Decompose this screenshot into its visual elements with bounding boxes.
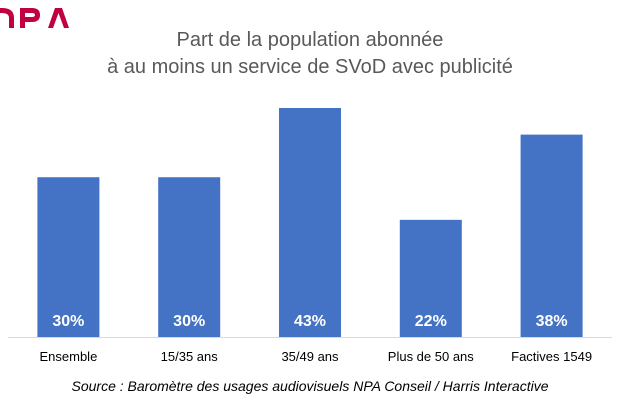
npa-logo [0,4,100,30]
bar [158,177,221,337]
bar [520,134,583,337]
chart-source: Source : Baromètre des usages audiovisue… [71,378,549,394]
data-label: 43% [294,313,326,330]
x-tick-label: Plus de 50 ans [388,349,475,364]
data-label: 30% [173,313,205,330]
x-tick-label: 15/35 ans [161,349,219,364]
data-label: 22% [415,313,447,330]
bar [399,219,462,337]
x-tick-label: Ensemble [39,349,97,364]
bar [37,177,100,337]
chart-title-line-2: à au moins un service de SVoD avec publi… [107,56,513,78]
data-label: 30% [52,313,84,330]
x-tick-label: Factives 1549 [511,349,592,364]
chart-title-line-1: Part de la population abonnée [176,29,444,51]
x-tick-label: 35/49 ans [281,349,339,364]
bar [279,108,341,337]
data-label: 38% [536,313,568,330]
